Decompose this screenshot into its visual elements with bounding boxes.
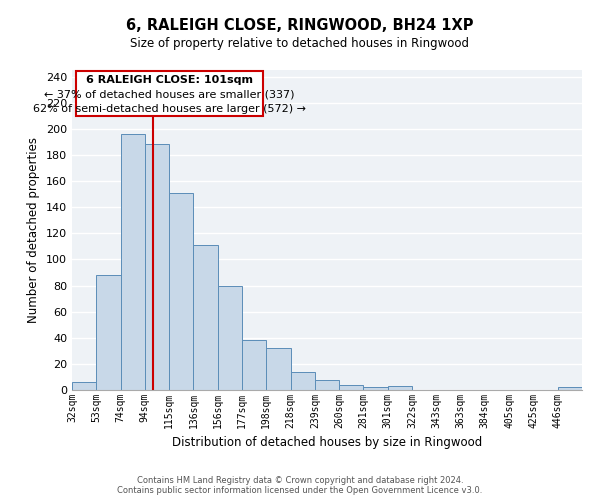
Text: Contains HM Land Registry data © Crown copyright and database right 2024.
Contai: Contains HM Land Registry data © Crown c… — [118, 476, 482, 495]
Bar — [339, 385, 364, 390]
Bar — [121, 134, 145, 390]
Text: ← 37% of detached houses are smaller (337): ← 37% of detached houses are smaller (33… — [44, 90, 295, 100]
Text: 6 RALEIGH CLOSE: 101sqm: 6 RALEIGH CLOSE: 101sqm — [86, 75, 253, 85]
Bar — [315, 380, 339, 390]
Text: 6, RALEIGH CLOSE, RINGWOOD, BH24 1XP: 6, RALEIGH CLOSE, RINGWOOD, BH24 1XP — [126, 18, 474, 32]
Y-axis label: Number of detached properties: Number of detached properties — [28, 137, 40, 323]
FancyBboxPatch shape — [76, 72, 263, 116]
Bar — [169, 193, 193, 390]
Bar — [145, 144, 169, 390]
Text: 62% of semi-detached houses are larger (572) →: 62% of semi-detached houses are larger (… — [32, 104, 305, 114]
Bar — [193, 245, 218, 390]
Bar — [266, 348, 290, 390]
Text: Size of property relative to detached houses in Ringwood: Size of property relative to detached ho… — [131, 38, 470, 51]
Bar — [72, 382, 96, 390]
X-axis label: Distribution of detached houses by size in Ringwood: Distribution of detached houses by size … — [172, 436, 482, 450]
Bar — [388, 386, 412, 390]
Bar — [218, 286, 242, 390]
Bar — [290, 372, 315, 390]
Bar — [558, 388, 582, 390]
Bar — [242, 340, 266, 390]
Bar — [364, 388, 388, 390]
Bar — [96, 275, 121, 390]
